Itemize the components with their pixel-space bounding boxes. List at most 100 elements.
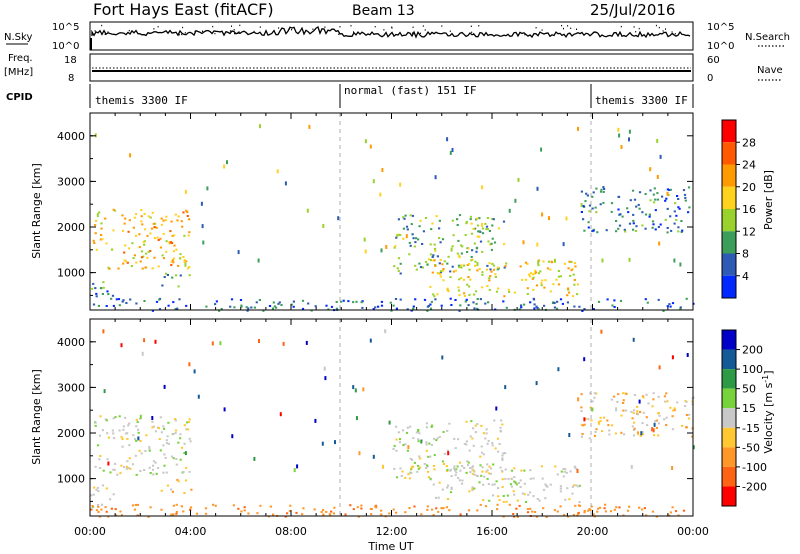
echo-pixel [395, 307, 398, 310]
echo-pixel [151, 211, 154, 214]
x-axis-label: Time UT [367, 540, 413, 553]
echo-pixel [476, 298, 479, 300]
echo-pixel [520, 304, 523, 307]
echo-pixel [441, 238, 445, 241]
echo-pixel [517, 482, 521, 484]
echo-pixel [450, 475, 453, 478]
echo-pixel [569, 274, 572, 277]
echo-pixel [600, 329, 603, 334]
power-colorbar-tick-label: 8 [742, 248, 749, 261]
nsearch-tick-high: 10^5 [707, 22, 734, 33]
echo-pixel [544, 279, 547, 282]
echo-pixel [183, 442, 186, 445]
echo-pixel [412, 305, 415, 308]
echo-pixel [491, 483, 494, 486]
echo-pixel [440, 270, 443, 273]
echo-pixel [136, 503, 139, 506]
echo-pixel [619, 299, 623, 302]
echo-pixel [160, 489, 163, 492]
echo-pixel [666, 400, 669, 403]
echo-pixel [402, 444, 405, 446]
echo-pixel [405, 431, 409, 434]
echo-pixel [182, 510, 185, 513]
echo-pixel [273, 305, 276, 308]
nsearch-point [101, 33, 103, 35]
echo-pixel [288, 510, 291, 512]
echo-pixel [143, 212, 146, 215]
y-tick-label: 4000 [57, 130, 85, 143]
nsky-tick-low: 10^0 [52, 41, 79, 52]
echo-pixel [476, 235, 479, 238]
echo-pixel [446, 429, 449, 432]
echo-pixel [141, 223, 144, 226]
echo-pixel [275, 306, 278, 309]
nsearch-point [339, 26, 341, 28]
echo-pixel [649, 167, 652, 172]
echo-pixel [185, 209, 188, 212]
echo-pixel [685, 414, 688, 416]
echo-pixel [171, 242, 174, 244]
echo-pixel [472, 444, 475, 447]
echo-pixel [616, 400, 619, 403]
echo-pixel [540, 465, 543, 468]
echo-pixel [532, 273, 535, 276]
echo-pixel [481, 273, 484, 276]
echo-pixel [673, 409, 676, 412]
echo-pixel [674, 510, 678, 513]
echo-pixel [447, 290, 450, 293]
echo-pixel [442, 269, 445, 272]
echo-pixel [488, 230, 491, 232]
echo-pixel [672, 409, 675, 412]
echo-pixel [472, 227, 475, 230]
echo-pixel [177, 264, 180, 267]
velocity-panel-frame [89, 318, 694, 517]
echo-pixel [480, 451, 484, 454]
echo-pixel [280, 304, 283, 306]
echo-pixel [456, 465, 459, 468]
nsearch-point [104, 33, 106, 36]
echo-pixel [504, 468, 507, 471]
echo-pixel [169, 230, 172, 233]
echo-pixel [517, 177, 520, 182]
echo-pixel [583, 511, 586, 514]
echo-pixel [595, 392, 598, 395]
echo-pixel [438, 262, 441, 265]
echo-pixel [663, 395, 666, 398]
nsky-strip-frame [89, 21, 694, 51]
echo-pixel [510, 485, 513, 488]
echo-pixel [563, 470, 566, 473]
echo-pixel [131, 242, 134, 245]
velocity-colorbar-frame [721, 329, 737, 507]
echo-pixel [397, 233, 400, 236]
echo-pixel [663, 418, 666, 421]
echo-pixel [489, 472, 492, 475]
echo-pixel [571, 295, 575, 298]
echo-pixel [668, 189, 671, 191]
echo-pixel [212, 503, 215, 506]
echo-pixel [514, 198, 517, 203]
echo-pixel [684, 199, 687, 202]
nsky-line [91, 26, 691, 39]
echo-pixel [505, 306, 508, 309]
echo-pixel [658, 241, 661, 246]
echo-pixel [125, 302, 128, 304]
echo-pixel [564, 468, 567, 471]
nsearch-point [237, 32, 239, 34]
echo-pixel [479, 298, 482, 301]
echo-pixel [95, 219, 98, 222]
echo-pixel [418, 455, 421, 458]
echo-pixel [645, 514, 648, 517]
echo-pixel [446, 137, 449, 142]
echo-pixel [658, 414, 661, 417]
echo-pixel [533, 307, 536, 310]
echo-pixel [258, 339, 260, 343]
echo-pixel [640, 431, 643, 436]
echo-pixel [617, 227, 620, 230]
echo-pixel [484, 505, 488, 508]
echo-pixel [462, 278, 465, 281]
x-tick-label: 16:00 [476, 525, 508, 538]
echo-pixel [144, 450, 147, 452]
echo-pixel [438, 481, 441, 484]
echo-pixel [195, 512, 199, 515]
